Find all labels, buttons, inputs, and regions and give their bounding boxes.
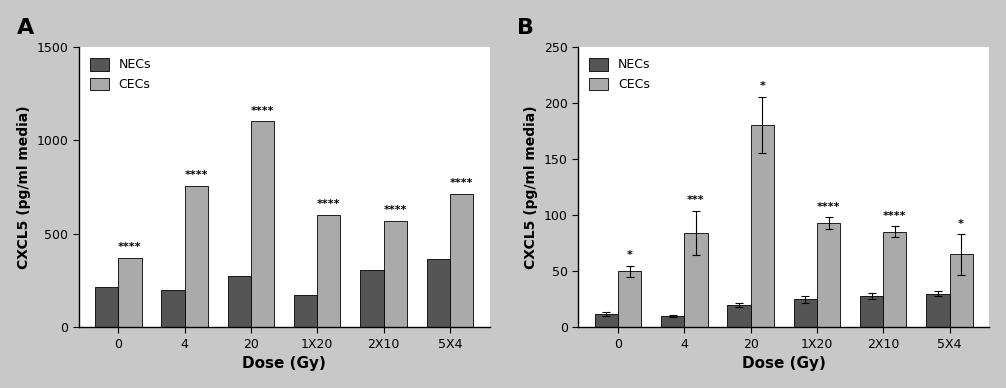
Y-axis label: CXCL5 (pg/ml media): CXCL5 (pg/ml media): [524, 105, 538, 269]
Text: *: *: [627, 250, 633, 260]
Legend: NECs, CECs: NECs, CECs: [85, 53, 156, 96]
Bar: [250, 121, 274, 327]
Bar: [618, 271, 641, 327]
Bar: [119, 258, 142, 327]
Bar: [227, 276, 250, 327]
Text: ****: ****: [118, 242, 142, 253]
Text: ****: ****: [817, 202, 840, 212]
Text: ****: ****: [184, 170, 208, 180]
Bar: [450, 194, 473, 327]
Text: ****: ****: [250, 106, 275, 116]
Bar: [360, 270, 383, 327]
Text: ****: ****: [383, 205, 406, 215]
Bar: [794, 299, 817, 327]
Bar: [427, 259, 450, 327]
X-axis label: Dose (Gy): Dose (Gy): [242, 356, 326, 371]
Bar: [595, 314, 618, 327]
Text: A: A: [17, 19, 34, 38]
Bar: [727, 305, 750, 327]
Text: ****: ****: [883, 211, 906, 221]
Text: ***: ***: [687, 195, 705, 205]
Bar: [96, 287, 119, 327]
Y-axis label: CXCL5 (pg/ml media): CXCL5 (pg/ml media): [17, 105, 30, 269]
Text: ****: ****: [317, 199, 341, 210]
Text: ****: ****: [450, 178, 473, 188]
Bar: [294, 294, 317, 327]
Bar: [661, 316, 684, 327]
Bar: [383, 221, 406, 327]
Legend: NECs, CECs: NECs, CECs: [584, 53, 656, 96]
Bar: [883, 232, 906, 327]
Bar: [750, 125, 774, 327]
X-axis label: Dose (Gy): Dose (Gy): [741, 356, 826, 371]
Bar: [185, 186, 208, 327]
Bar: [161, 290, 185, 327]
Text: B: B: [516, 19, 533, 38]
Bar: [860, 296, 883, 327]
Bar: [927, 294, 950, 327]
Bar: [950, 255, 973, 327]
Bar: [817, 223, 840, 327]
Text: *: *: [958, 218, 964, 229]
Bar: [317, 215, 340, 327]
Text: *: *: [760, 81, 766, 92]
Bar: [684, 233, 707, 327]
